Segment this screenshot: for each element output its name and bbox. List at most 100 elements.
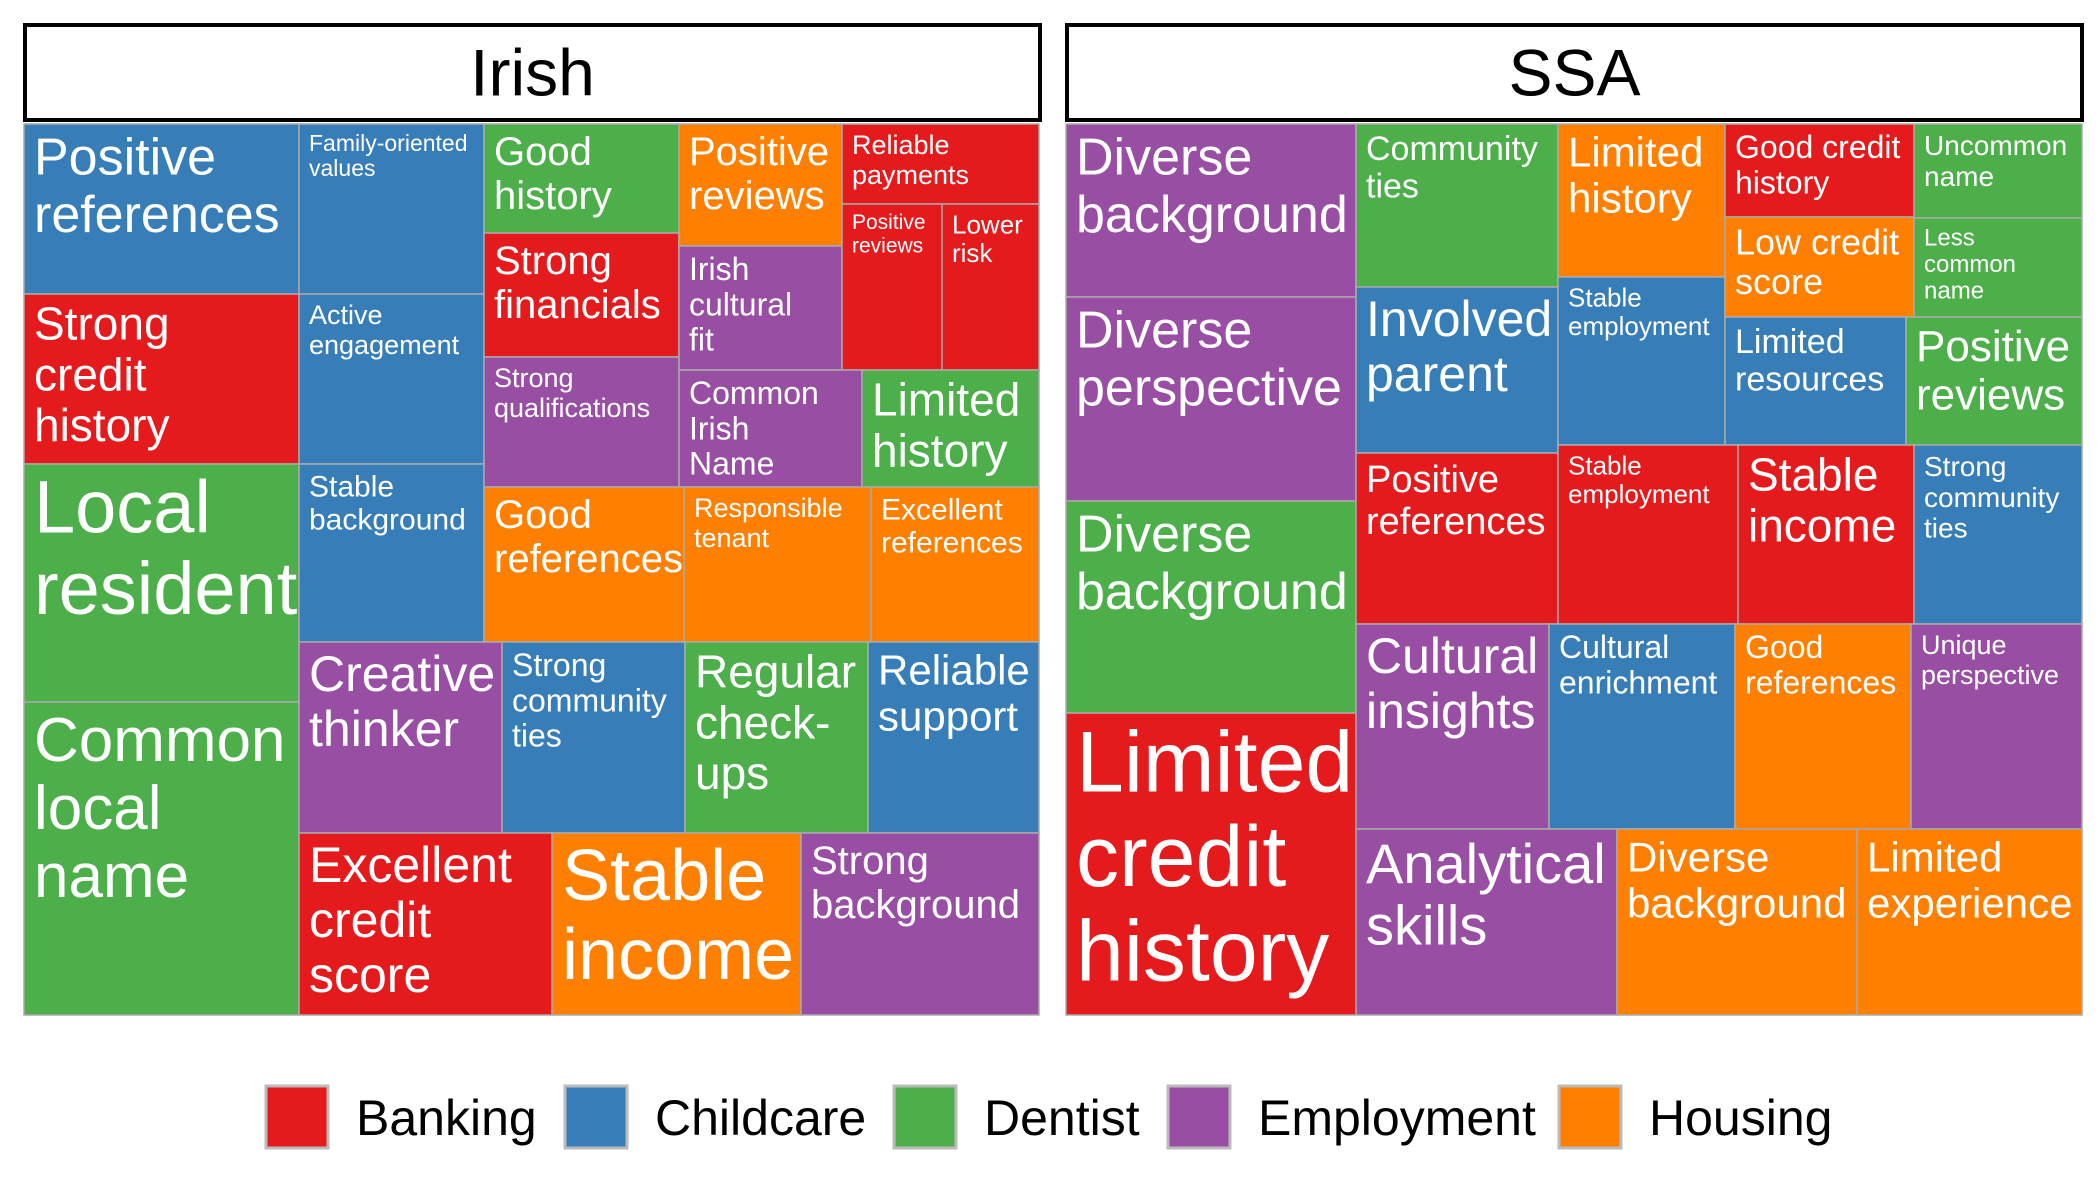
treemap-cell: Limited resources [1724,316,1907,446]
treemap-cell-label: Cultural insights [1366,628,1538,739]
legend-key [1557,1084,1623,1150]
treemap-cell: Strong qualifications [483,356,680,488]
treemap-cell: Limited experience [1856,828,2083,1016]
treemap-cell-rect [800,832,1040,1016]
treemap-cell-label: Responsible tenant [694,493,843,553]
treemap-cell: Positive references [23,123,300,295]
treemap-cell-rect [683,486,872,643]
treemap-cell: Limited history [861,369,1040,488]
treemap-cell: Positive reviews [841,203,943,371]
treemap-cell-label: Positive reviews [852,211,926,257]
treemap-cell: Stable employment [1557,444,1739,625]
treemap-cell: Diverse perspective [1065,296,1357,502]
treemap-cell-rect [678,245,843,371]
treemap-cell: Irish cultural fit [678,245,843,371]
treemap-cell-label: Diverse background [1076,506,1348,621]
treemap-cell-rect [1355,286,1559,454]
treemap-cell-label: Uncommon name [1924,130,2067,192]
treemap-cell: Regular check-ups [684,641,869,834]
treemap-cell-rect [483,356,680,488]
treemap-cell: Analytical skills [1355,828,1618,1016]
treemap-cell: Diverse background [1065,500,1357,714]
panel-title: Irish [470,36,595,110]
treemap-cell-label: Positive references [1366,459,1546,543]
legend-item-employment: Employment [1166,1084,1536,1150]
treemap-cell-rect [1913,444,2083,625]
treemap-cell: Stable employment [1557,276,1726,446]
treemap-cell-label: Strong community ties [512,647,667,753]
treemap-cell: Diverse background [1616,828,1858,1016]
treemap-cell-rect [23,701,300,1016]
treemap-cell: Limited history [1557,123,1726,278]
treemap-cell: Strong community ties [1913,444,2083,625]
treemap-cell-label: Positive reviews [689,130,829,218]
panel-header [1065,23,2084,122]
treemap-cell-rect [1905,316,2083,446]
treemap-cell-label: Strong background [811,839,1020,927]
treemap-cell-rect [23,293,300,465]
treemap-cell-label: Regular check-ups [695,646,856,799]
treemap-cell-label: Strong financials [494,239,661,327]
treemap-cell-label: Positive references [34,129,280,244]
treemap-cell-label: Involved parent [1366,291,1552,402]
treemap-cell-rect [1548,623,1736,830]
treemap-cell-rect [1065,296,1357,502]
treemap-cell-label: Family-oriented values [309,130,468,181]
treemap-cell: Excellent credit score [298,832,553,1016]
panel-title: SSA [1508,36,1640,110]
treemap-cell: Local resident [23,463,300,703]
treemap-cell: Stable income [1737,444,1915,625]
treemap-cell-label: Good credit history [1735,129,1901,200]
treemap-cell-label: Low credit score [1735,222,1899,303]
treemap-cell-label: Limited experience [1867,833,2072,926]
treemap-cell-label: Local resident [34,466,298,630]
treemap-cell: Positive reviews [1905,316,2083,446]
treemap-cell-label: Stable income [1748,449,1896,552]
treemap-cell-label: Diverse background [1627,833,1847,926]
legend-label: Housing [1649,1090,1832,1146]
treemap-cell-rect [678,123,843,247]
treemap-cell: Uncommon name [1913,123,2083,219]
treemap-cell: Positive reviews [678,123,843,247]
treemap-cell: Less common name [1913,217,2083,318]
treemap-cell-label: Stable income [562,836,794,995]
treemap-cell: Good references [1734,623,1912,830]
treemap-cell-rect [298,463,485,643]
treemap-cell: Unique perspective [1910,623,2083,830]
legend-label: Childcare [655,1090,866,1146]
treemap-cell-label: Common Irish Name [689,375,819,481]
treemap-cell-rect [1557,276,1726,446]
treemap-cell-rect [1913,123,2083,219]
treemap-cell-label: Active engagement [309,300,460,360]
treemap-cell: Responsible tenant [683,486,872,643]
treemap-cell-rect [23,123,300,295]
treemap-cell-label: Common local name [34,706,286,911]
treemap-cell-rect [1856,828,2083,1016]
treemap-cell-label: Lower risk [952,209,1023,268]
treemap-cell-rect [1737,444,1915,625]
treemap-cell: Strong credit history [23,293,300,465]
treemap-cell-rect [298,123,485,295]
treemap-cell-label: Strong qualifications [494,363,650,423]
treemap-cell: Cultural enrichment [1548,623,1736,830]
panel-header [23,23,1042,122]
treemap-panels: Irish Positive references Strong credit histo… [23,23,2084,1016]
treemap-cell: Stable income [551,832,802,1016]
treemap-cell-label: Community ties [1366,130,1538,205]
treemap-cell-label: Stable background [309,471,466,537]
legend-item-housing: Housing [1557,1084,1832,1150]
treemap-cell-rect [551,832,802,1016]
treemap-cell: Strong community ties [501,641,686,834]
treemap-cell: Good references [483,486,685,643]
treemap-cell: Stable background [298,463,485,643]
treemap-cell-label: Unique perspective [1921,630,2059,690]
legend-item-dentist: Dentist [892,1084,1140,1150]
treemap-cell-label: Good references [494,493,683,581]
treemap-cell: Lower risk [941,203,1040,371]
treemap-cell-rect [298,832,553,1016]
treemap-cell-rect [1355,828,1618,1016]
treemap-cell-label: Less common name [1924,225,2016,305]
treemap-cell-label: Creative thinker [309,646,495,757]
treemap-cell-label: Excellent credit score [309,837,512,1003]
